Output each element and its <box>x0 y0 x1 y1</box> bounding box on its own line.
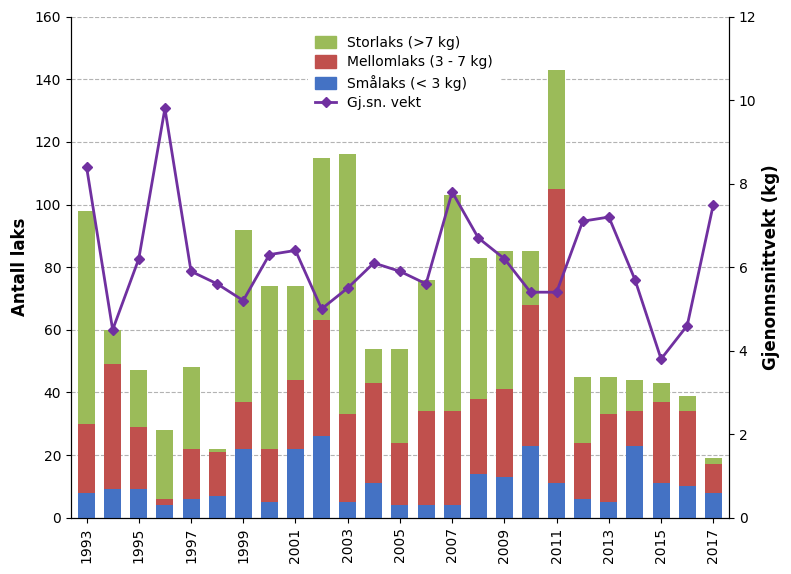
Bar <box>522 305 539 445</box>
Bar <box>131 370 147 427</box>
Bar <box>444 411 460 505</box>
Bar <box>574 443 591 499</box>
Bar <box>287 449 304 518</box>
Bar <box>261 286 278 449</box>
Bar <box>548 70 565 189</box>
Bar <box>522 251 539 305</box>
Bar <box>679 395 696 411</box>
Bar <box>78 492 95 518</box>
Bar <box>653 383 669 402</box>
Bar <box>679 486 696 518</box>
Bar <box>418 505 434 518</box>
Bar <box>235 402 252 449</box>
Bar <box>496 477 513 518</box>
Bar <box>183 449 199 499</box>
Bar <box>365 483 382 518</box>
Bar <box>574 377 591 443</box>
Bar <box>78 211 95 424</box>
Bar <box>392 348 408 443</box>
Bar <box>653 483 669 518</box>
Bar <box>235 230 252 402</box>
Bar <box>705 464 722 492</box>
Bar <box>261 502 278 518</box>
Bar <box>235 449 252 518</box>
Bar <box>157 430 173 499</box>
Bar <box>600 502 617 518</box>
Bar <box>626 411 643 445</box>
Bar <box>418 411 434 505</box>
Bar <box>78 424 95 492</box>
Bar <box>365 383 382 483</box>
Bar <box>470 258 486 399</box>
Bar <box>183 367 199 449</box>
Bar <box>261 449 278 502</box>
Bar <box>157 499 173 505</box>
Y-axis label: Gjenonnsnittvekt (kg): Gjenonnsnittvekt (kg) <box>762 164 780 370</box>
Bar <box>444 195 460 411</box>
Bar <box>183 499 199 518</box>
Bar <box>444 505 460 518</box>
Bar <box>104 490 121 518</box>
Bar <box>104 364 121 490</box>
Bar <box>209 496 225 518</box>
Bar <box>209 452 225 496</box>
Bar <box>496 251 513 389</box>
Y-axis label: Antall laks: Antall laks <box>11 218 29 316</box>
Bar <box>600 414 617 502</box>
Bar <box>522 445 539 518</box>
Bar <box>470 474 486 518</box>
Bar <box>287 380 304 449</box>
Bar <box>313 436 330 518</box>
Bar <box>313 157 330 320</box>
Bar <box>392 505 408 518</box>
Bar <box>392 443 408 505</box>
Bar <box>679 411 696 486</box>
Bar <box>626 445 643 518</box>
Bar <box>339 414 356 502</box>
Bar <box>339 154 356 414</box>
Bar <box>418 280 434 411</box>
Bar <box>104 330 121 364</box>
Bar <box>209 449 225 452</box>
Bar <box>157 505 173 518</box>
Bar <box>574 499 591 518</box>
Bar <box>626 380 643 411</box>
Bar <box>131 490 147 518</box>
Bar <box>131 427 147 490</box>
Bar <box>496 389 513 477</box>
Bar <box>705 492 722 518</box>
Bar <box>339 502 356 518</box>
Bar <box>470 399 486 474</box>
Bar <box>287 286 304 380</box>
Bar <box>365 348 382 383</box>
Bar <box>653 402 669 483</box>
Bar <box>705 458 722 464</box>
Bar <box>313 320 330 436</box>
Bar <box>548 483 565 518</box>
Bar <box>600 377 617 414</box>
Legend: Storlaks (>7 kg), Mellomlaks (3 - 7 kg), Smålaks (< 3 kg), Gj.sn. vekt: Storlaks (>7 kg), Mellomlaks (3 - 7 kg),… <box>308 29 500 117</box>
Bar <box>548 189 565 483</box>
